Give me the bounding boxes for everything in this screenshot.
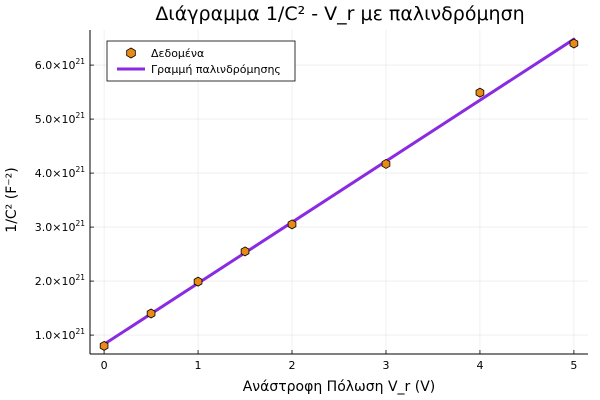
x-tick-label: 5 [570,359,577,372]
x-tick-label: 3 [382,359,389,372]
x-tick-label: 0 [101,359,108,372]
plot-area-frame [89,30,588,355]
data-series [99,38,579,351]
data-point [146,308,156,319]
legend-marker-swatch [126,47,136,59]
legend-label: Δεδομένα [151,47,204,60]
y-tick-label: 3.0×1021 [35,219,85,234]
data-point [475,87,485,98]
data-point [193,276,203,287]
legend: Δεδομένα Γραμμή παλινδρόμησης [106,40,296,82]
regression-line [102,37,576,346]
regression-series [102,37,576,346]
y-tick-label: 4.0×1021 [35,165,85,180]
y-tick-label: 1.0×1021 [35,327,85,342]
data-point [240,246,250,257]
y-tick-label: 6.0×1021 [35,57,85,72]
data-point [287,219,297,230]
data-point [569,38,579,49]
chart-title: Διάγραμμα 1/C² - V_r με παλινδρόμηση [155,3,524,25]
legend-box [106,40,296,82]
x-tick-label: 2 [289,359,296,372]
y-axis-label: 1/C² (F⁻²) [4,167,20,232]
y-ticks: 1.0×1021 2.0×1021 3.0×1021 4.0×1021 5.0×1021… [35,57,94,342]
y-tick-label: 2.0×1021 [35,273,85,288]
legend-label: Γραμμή παλινδρόμησης [151,63,281,76]
data-point [381,158,391,169]
x-axis-label: Ανάστροφη Πόλωση V_r (V) [243,379,436,395]
x-tick-label: 1 [195,359,202,372]
x-ticks: 0 1 2 3 4 5 [101,350,577,372]
data-point [99,340,109,351]
x-tick-label: 4 [476,359,483,372]
y-tick-label: 5.0×1021 [35,111,85,126]
